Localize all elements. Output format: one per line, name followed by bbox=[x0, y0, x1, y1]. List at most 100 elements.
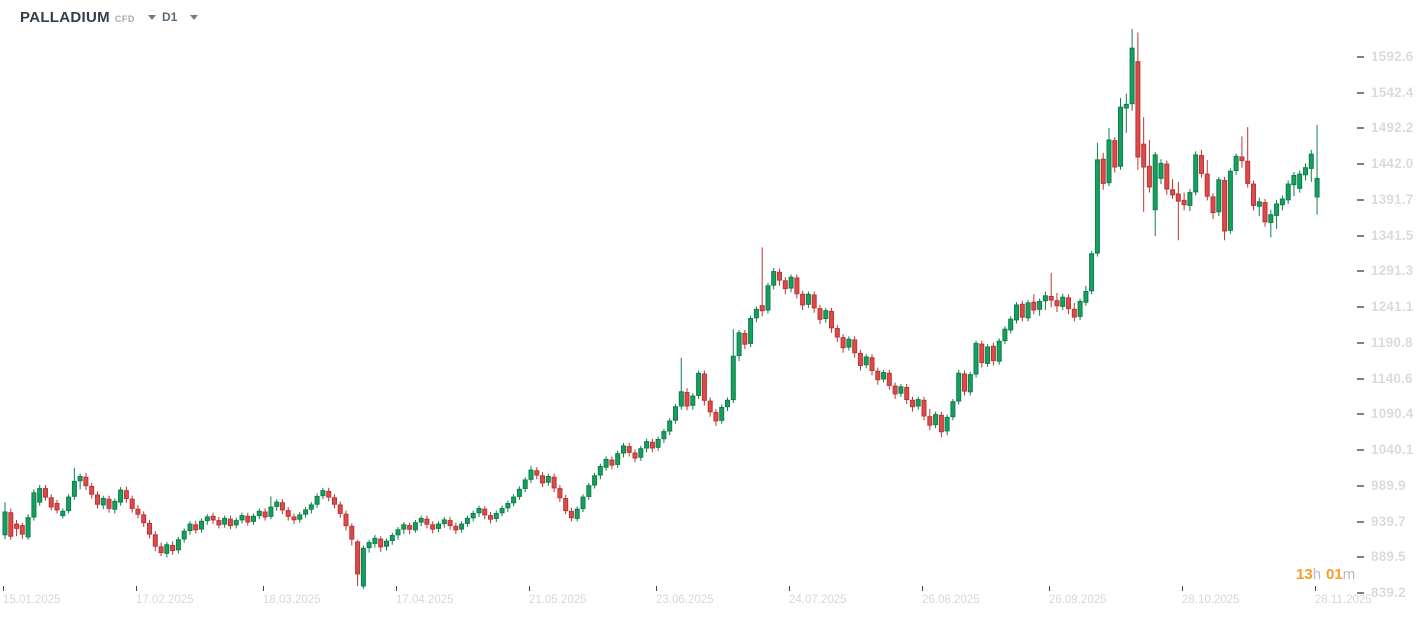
candle-body bbox=[251, 515, 256, 522]
candle-body bbox=[100, 498, 106, 506]
date-label: 18.03.2025 bbox=[263, 594, 321, 606]
candle-body bbox=[291, 516, 297, 521]
candle-body bbox=[19, 525, 25, 535]
price-axis-label: 1492.2 bbox=[1357, 120, 1414, 135]
candle-body bbox=[470, 513, 476, 519]
candle-body bbox=[1025, 302, 1031, 319]
candle-body bbox=[1187, 192, 1193, 206]
candle-body bbox=[800, 293, 806, 306]
candle-body bbox=[586, 485, 592, 497]
candle-body bbox=[447, 520, 453, 527]
candle-body bbox=[690, 395, 696, 406]
candle-body bbox=[441, 519, 447, 525]
tick-mark bbox=[263, 586, 264, 591]
candle-body bbox=[1222, 180, 1228, 232]
candle-body bbox=[1152, 154, 1158, 211]
candle-body bbox=[1268, 214, 1274, 223]
price-tick-dash bbox=[1357, 305, 1364, 308]
symbol-selector[interactable]: PALLADIUM CFD bbox=[20, 9, 156, 26]
candle-body bbox=[1262, 202, 1268, 223]
candle-body bbox=[1233, 155, 1239, 172]
price-tick-dash bbox=[1357, 484, 1364, 487]
candle-body bbox=[603, 458, 609, 468]
candle-body bbox=[938, 414, 944, 433]
candle-body bbox=[181, 530, 187, 540]
candle-body bbox=[661, 431, 667, 440]
candle-body bbox=[973, 342, 979, 375]
candle-body bbox=[8, 512, 14, 537]
candle-body bbox=[1199, 155, 1204, 174]
candle-body bbox=[482, 508, 488, 516]
candle-body bbox=[898, 386, 904, 394]
candle-body bbox=[753, 308, 759, 319]
countdown-hours-unit: h bbox=[1312, 566, 1322, 583]
candle-body bbox=[638, 448, 644, 458]
candle-body bbox=[817, 308, 823, 320]
candle-body bbox=[141, 514, 147, 524]
candle-body bbox=[158, 546, 164, 554]
tick-mark bbox=[1049, 586, 1050, 591]
candle-body bbox=[910, 399, 915, 408]
price-value: 1090.4 bbox=[1371, 406, 1414, 421]
candle-body bbox=[811, 294, 817, 309]
candle-body bbox=[1135, 61, 1141, 158]
tick-mark bbox=[3, 586, 4, 591]
candle-body bbox=[54, 503, 60, 511]
candle-body bbox=[1146, 165, 1152, 188]
candle-body bbox=[1193, 154, 1199, 193]
candle-body bbox=[222, 517, 228, 525]
candle-body bbox=[788, 276, 794, 289]
price-tick-dash bbox=[1357, 412, 1364, 415]
candle-body bbox=[187, 523, 193, 531]
candle-body bbox=[956, 372, 962, 402]
candle-body bbox=[239, 515, 245, 521]
candle-body bbox=[297, 514, 303, 520]
candle-body bbox=[621, 445, 626, 454]
candle-body bbox=[505, 503, 511, 509]
price-axis-label: 1140.6 bbox=[1357, 371, 1413, 386]
candle-body bbox=[904, 387, 910, 401]
candle-body bbox=[950, 401, 956, 418]
candle-body bbox=[1042, 295, 1048, 302]
candle-body bbox=[106, 498, 112, 509]
candle-body bbox=[933, 414, 939, 426]
candle-body bbox=[372, 537, 378, 544]
candle-body bbox=[1239, 156, 1245, 162]
price-tick-dash bbox=[1357, 162, 1364, 165]
price-tick-dash bbox=[1357, 448, 1364, 451]
candle-body bbox=[863, 356, 869, 366]
candle-body bbox=[1112, 140, 1118, 168]
candle-body bbox=[1210, 196, 1216, 214]
candle-body bbox=[805, 293, 811, 305]
candle-body bbox=[1216, 179, 1222, 213]
candle-body bbox=[308, 504, 314, 510]
candle-body bbox=[436, 523, 441, 529]
candle-body bbox=[118, 489, 124, 503]
candle-body bbox=[551, 476, 557, 489]
tick-mark bbox=[922, 586, 923, 591]
price-value: 1542.4 bbox=[1371, 85, 1414, 100]
date-label: 21.05.2025 bbox=[529, 594, 587, 606]
candle-body bbox=[412, 522, 418, 531]
candle-body bbox=[332, 497, 337, 505]
candle-body bbox=[915, 399, 921, 407]
candle-body bbox=[921, 399, 927, 417]
candle-body bbox=[985, 346, 991, 364]
timeframe-selector[interactable]: D1 bbox=[162, 10, 199, 24]
candle-body bbox=[1054, 300, 1060, 307]
tick-mark bbox=[136, 586, 137, 591]
candle-body bbox=[31, 492, 37, 518]
candle-body bbox=[892, 385, 898, 395]
candle-body bbox=[979, 343, 985, 364]
tick-mark bbox=[1182, 586, 1183, 591]
candle-body bbox=[765, 285, 771, 311]
date-label: 24.07.2025 bbox=[789, 594, 847, 606]
candle-body bbox=[256, 510, 262, 517]
price-value: 1040.1 bbox=[1371, 442, 1414, 457]
chevron-down-icon bbox=[190, 14, 199, 20]
candle-body bbox=[314, 495, 320, 505]
candle-body bbox=[147, 522, 152, 535]
candle-body bbox=[175, 539, 181, 551]
candle-body bbox=[881, 372, 887, 380]
